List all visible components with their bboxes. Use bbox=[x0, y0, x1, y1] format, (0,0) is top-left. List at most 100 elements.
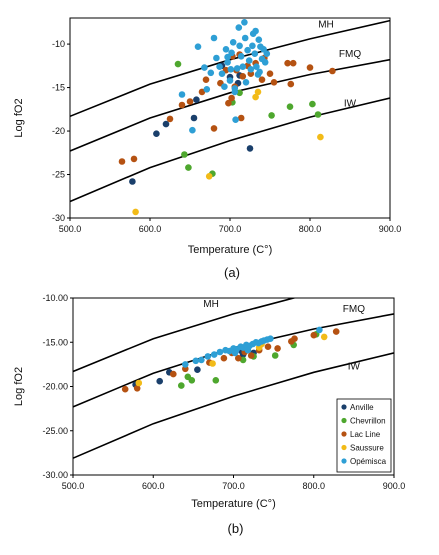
x-tick-label: 700.0 bbox=[219, 224, 242, 234]
buffer-line-mh bbox=[70, 19, 390, 118]
data-point bbox=[289, 59, 297, 67]
data-point bbox=[118, 158, 126, 165]
data-point bbox=[320, 333, 328, 341]
data-point bbox=[216, 63, 223, 70]
data-point bbox=[203, 86, 211, 93]
data-point bbox=[231, 85, 239, 92]
buffer-label-fmq: FMQ bbox=[339, 49, 361, 60]
panel-b: 500.0 600.0 700.0 800.0 900.0 -30.00 -25.00 -20… bbox=[13, 293, 406, 536]
x-tick-label: 600.0 bbox=[139, 224, 162, 234]
data-point bbox=[309, 100, 316, 108]
x-tick-label: 800.0 bbox=[299, 224, 322, 234]
data-point bbox=[228, 49, 235, 57]
buffer-line-iw bbox=[70, 97, 390, 203]
buffer-line-fmq bbox=[70, 58, 390, 152]
data-point bbox=[207, 69, 215, 77]
x-tick-label: 800.0 bbox=[302, 481, 325, 491]
data-point bbox=[225, 99, 232, 107]
data-point bbox=[201, 64, 208, 71]
legend-entry: Opémisca bbox=[350, 457, 387, 466]
data-point bbox=[170, 370, 177, 378]
data-point bbox=[213, 54, 220, 62]
y-tick-label: -10 bbox=[52, 39, 65, 49]
data-point bbox=[317, 133, 324, 141]
x-tick-label: 900.0 bbox=[383, 481, 406, 491]
data-point bbox=[274, 345, 281, 352]
data-point bbox=[204, 353, 212, 360]
data-point bbox=[233, 65, 241, 72]
y-tick-label: -15.00 bbox=[42, 337, 68, 347]
data-point bbox=[314, 111, 322, 118]
data-point bbox=[205, 173, 213, 180]
data-point bbox=[239, 73, 247, 80]
data-point bbox=[237, 114, 245, 122]
data-point bbox=[245, 57, 253, 64]
data-point bbox=[212, 377, 220, 384]
data-point bbox=[251, 50, 259, 57]
buffer-line-iw bbox=[73, 352, 394, 459]
panel-a: 500.0 600.0 700.0 800.0 900.0 -30 -25 -20 -15 -10… bbox=[13, 17, 402, 280]
data-point bbox=[266, 70, 274, 77]
data-point bbox=[306, 64, 314, 71]
data-point bbox=[185, 164, 192, 171]
data-point bbox=[129, 178, 136, 185]
data-point bbox=[287, 80, 295, 88]
data-point bbox=[153, 130, 160, 137]
data-point bbox=[190, 114, 198, 122]
data-point bbox=[182, 361, 189, 368]
buffer-label-iw: IW bbox=[348, 362, 361, 373]
legend-marker bbox=[341, 458, 347, 464]
data-point bbox=[291, 335, 298, 343]
legend-marker bbox=[341, 444, 347, 451]
legend-marker bbox=[341, 417, 347, 424]
data-point bbox=[247, 352, 255, 359]
data-point bbox=[181, 151, 188, 158]
data-point bbox=[241, 19, 248, 26]
data-point bbox=[198, 356, 205, 364]
data-point bbox=[192, 357, 200, 365]
y-tick-label: -30 bbox=[52, 213, 65, 223]
data-point bbox=[202, 76, 210, 83]
data-point bbox=[178, 382, 185, 389]
data-point bbox=[156, 377, 163, 385]
data-point bbox=[235, 354, 242, 362]
data-point bbox=[258, 76, 266, 83]
x-tick-label: 900.0 bbox=[379, 224, 402, 234]
data-point bbox=[247, 66, 255, 73]
data-point bbox=[189, 126, 196, 134]
data-point bbox=[246, 145, 254, 152]
buffer-line-fmq bbox=[73, 313, 394, 408]
y-tick-label: -15 bbox=[52, 83, 65, 93]
data-point bbox=[210, 34, 218, 42]
x-axis-label: Temperature (C°) bbox=[191, 498, 275, 510]
buffer-label-mh: MH bbox=[203, 299, 219, 310]
panel-label: (a) bbox=[224, 265, 240, 280]
data-point bbox=[221, 83, 228, 90]
data-point bbox=[178, 91, 186, 98]
data-point bbox=[186, 98, 194, 105]
plot-frame bbox=[69, 17, 391, 219]
y-tick-label: -25 bbox=[52, 170, 65, 180]
buffer-label-fmq: FMQ bbox=[343, 304, 365, 315]
data-point bbox=[226, 77, 234, 84]
x-tick-label: 700.0 bbox=[222, 481, 245, 491]
y-tick-label: -20.00 bbox=[42, 382, 68, 392]
data-point bbox=[178, 101, 186, 109]
data-point bbox=[193, 96, 200, 103]
data-point bbox=[232, 116, 239, 123]
data-point bbox=[135, 379, 143, 387]
legend-entry: Saussure bbox=[350, 444, 384, 453]
data-point bbox=[210, 351, 218, 358]
data-point bbox=[229, 39, 237, 46]
data-point bbox=[332, 328, 340, 335]
data-point bbox=[132, 208, 139, 216]
data-point bbox=[256, 68, 263, 76]
y-axis-label: Log fO2 bbox=[13, 367, 25, 406]
data-point bbox=[227, 66, 235, 73]
data-point bbox=[252, 93, 259, 101]
data-point bbox=[263, 50, 271, 57]
data-point bbox=[220, 354, 228, 362]
buffer-line-mh bbox=[73, 298, 297, 373]
data-point bbox=[264, 343, 272, 351]
